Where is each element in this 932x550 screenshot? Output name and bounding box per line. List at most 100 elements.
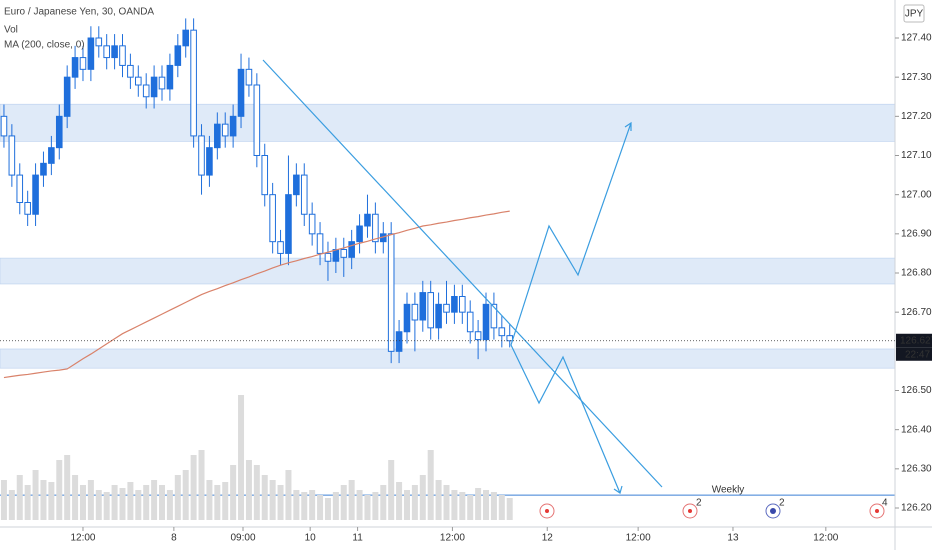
y-tick-label: 127.300 (901, 72, 932, 83)
candle-body (103, 45, 110, 59)
volume-bar (245, 460, 252, 520)
volume-bar (490, 492, 497, 520)
volume-bar (214, 485, 221, 520)
candle-body (24, 202, 31, 215)
candle-body (435, 303, 442, 329)
volume-bar (0, 480, 7, 520)
volume-bar (435, 480, 442, 520)
price-zone (0, 348, 896, 369)
currency-label[interactable]: JPY (905, 9, 924, 20)
volume-bar (261, 475, 268, 520)
volume-bar (443, 485, 450, 520)
candle-body (134, 76, 142, 86)
volume-bar (459, 492, 466, 520)
volume-bar (40, 480, 47, 520)
volume-bar (293, 490, 300, 520)
y-tick-label: 126.300 (901, 463, 932, 474)
volume-bar (475, 488, 482, 520)
volume-bar (451, 490, 458, 520)
trend-line (262, 59, 663, 488)
volume-bar (16, 475, 23, 520)
candle-body (198, 135, 205, 176)
volume-bar (388, 460, 395, 520)
volume-bar (198, 450, 205, 520)
indicator-label: MA (200, close, 0) (4, 40, 85, 51)
volume-bar (190, 455, 197, 520)
candle-body (253, 84, 261, 156)
candle-body (111, 45, 118, 59)
x-tick-label: 12:00 (813, 533, 838, 544)
x-tick-label: 8 (171, 533, 177, 544)
event-count: 2 (696, 498, 702, 509)
candle-body (150, 76, 158, 98)
volume-bar (222, 482, 229, 520)
price-zone (0, 103, 896, 142)
candle-body (482, 303, 490, 341)
volume-bar (253, 465, 260, 520)
volume-bar (206, 480, 213, 520)
candle-body (55, 115, 63, 149)
volume-bar (309, 490, 316, 520)
moving-average (3, 210, 510, 379)
volume-bar (72, 475, 79, 520)
candle-body (127, 64, 134, 78)
y-tick-label: 127.200 (901, 111, 932, 122)
y-tick-label: 127.000 (901, 189, 932, 200)
volume-bar (87, 480, 94, 520)
volume-bar (174, 475, 181, 520)
volume-bar (230, 465, 237, 520)
candle-body (277, 241, 284, 254)
event-dot (770, 508, 776, 514)
candle-body (221, 123, 229, 137)
volume-bar (182, 470, 189, 520)
candle-body (237, 68, 245, 117)
candle-body (269, 194, 276, 243)
candle-body (174, 45, 182, 66)
candle-body (356, 225, 363, 243)
volume-bar (285, 470, 292, 520)
weekly-label: Weekly (712, 485, 745, 496)
volume-bar (269, 480, 276, 520)
x-tick-label: 13 (727, 533, 739, 544)
volume-bar (427, 450, 434, 520)
candle-body (190, 29, 197, 137)
candle-body (395, 331, 403, 352)
candle-body (427, 292, 434, 329)
candle-body (48, 147, 55, 164)
volume-bar (372, 492, 379, 520)
volume-bar (79, 485, 86, 520)
candle-body (214, 123, 221, 149)
volume-bar (8, 490, 15, 520)
candle-body (316, 233, 324, 254)
candle-body (71, 57, 79, 78)
event-count: 4 (882, 498, 888, 509)
x-tick-label: 12 (542, 533, 554, 544)
volume-bar (332, 492, 339, 520)
candle-body (158, 76, 166, 90)
volume-bar (277, 485, 284, 520)
candle-body (40, 162, 47, 176)
y-tick-label: 126.900 (901, 228, 932, 239)
volume-bar (396, 482, 403, 520)
volume-bar (143, 485, 150, 520)
y-tick-label: 126.400 (901, 424, 932, 435)
y-tick-label: 126.700 (901, 307, 932, 318)
candle-body (364, 213, 371, 227)
candle-body (411, 303, 419, 321)
candle-body (119, 45, 126, 66)
candle-body (340, 249, 348, 258)
candle-body (245, 68, 253, 86)
volume-bar (403, 490, 410, 520)
candle-body (32, 174, 39, 215)
volume-bar (317, 495, 324, 520)
price-zone (0, 257, 896, 285)
x-tick-label: 11 (352, 533, 363, 544)
candle-body (63, 76, 71, 117)
volume-bar (348, 480, 355, 520)
candle-body (348, 241, 355, 258)
currency-box[interactable] (903, 4, 925, 23)
volume-bar (364, 495, 371, 520)
candle-body (324, 252, 332, 262)
candle-body (403, 303, 411, 333)
